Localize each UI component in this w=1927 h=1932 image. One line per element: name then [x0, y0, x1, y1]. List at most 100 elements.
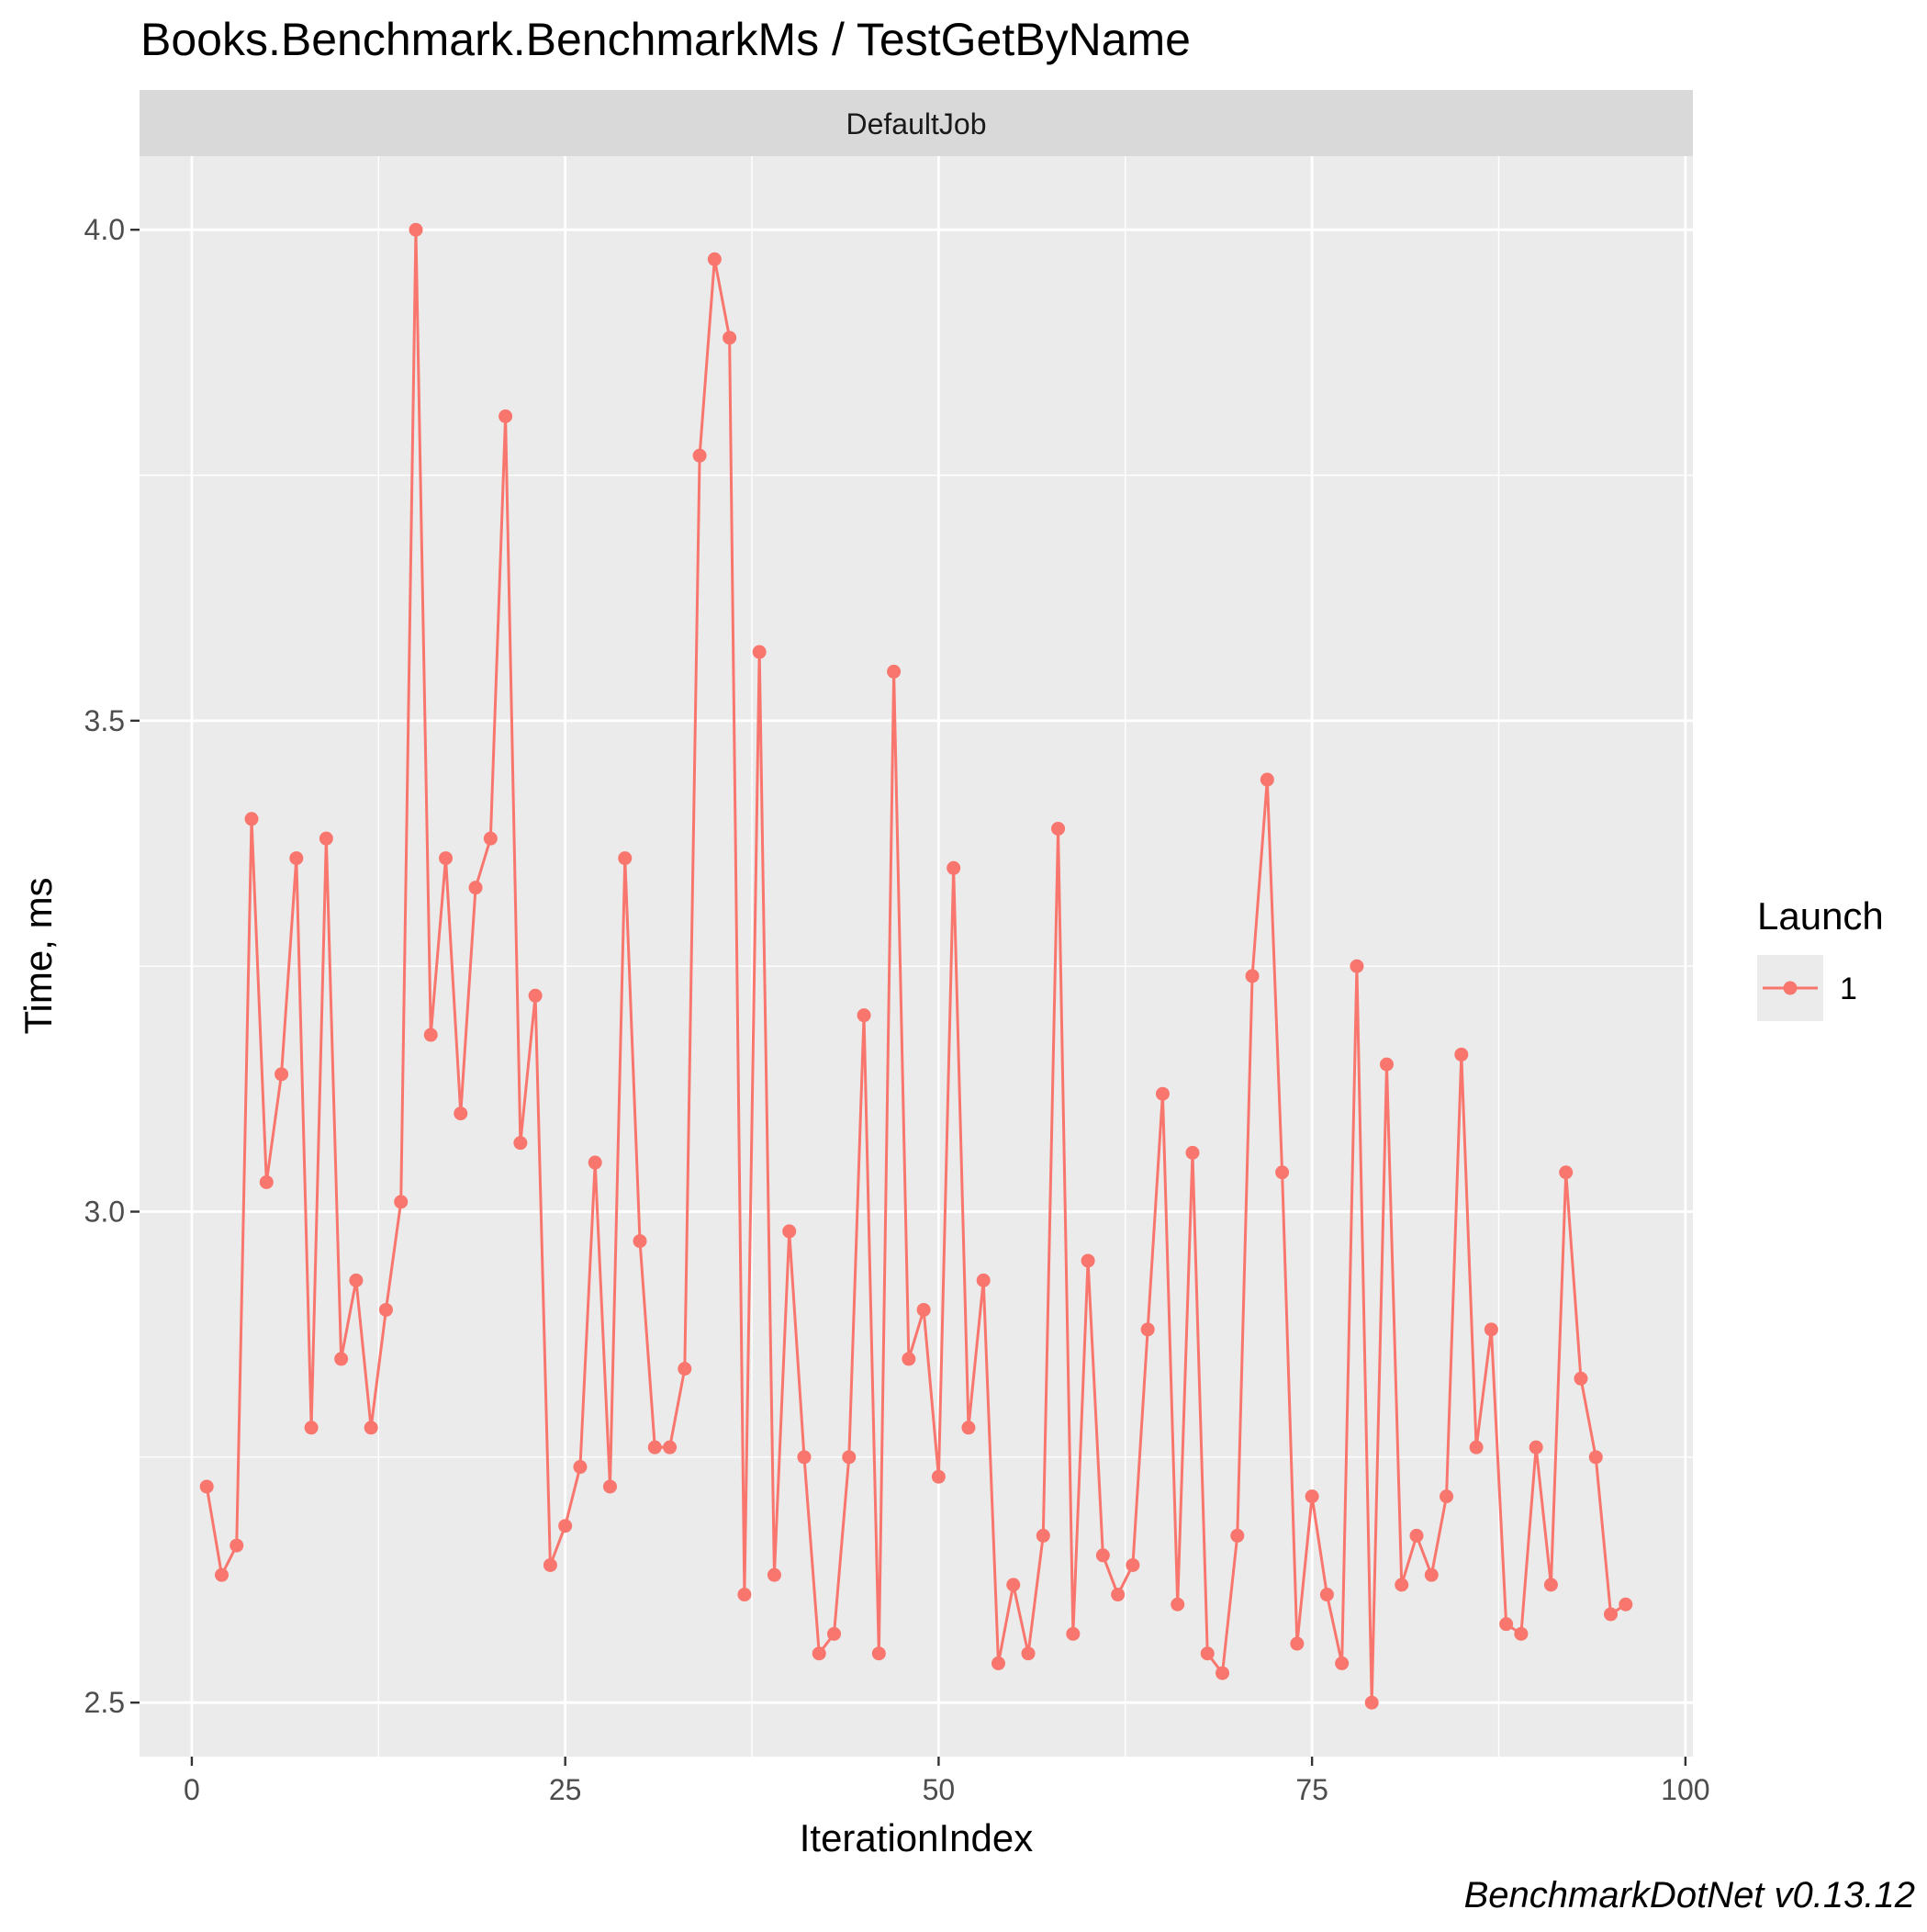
data-point [468, 881, 483, 895]
data-point [1066, 1626, 1081, 1641]
data-point [782, 1224, 797, 1239]
data-point [1275, 1165, 1290, 1180]
data-point [1543, 1578, 1558, 1592]
data-point [558, 1519, 573, 1533]
data-point [1559, 1165, 1574, 1180]
data-point [797, 1450, 812, 1465]
data-point [483, 831, 498, 846]
data-point [378, 1302, 393, 1317]
series-line [205, 228, 1627, 1704]
data-point [334, 1352, 349, 1366]
series-layer [199, 222, 1633, 1710]
data-point [827, 1626, 842, 1641]
data-point [1290, 1636, 1305, 1651]
data-point [423, 1028, 438, 1042]
data-point [573, 1460, 588, 1475]
data-point [887, 664, 902, 679]
data-point [1260, 772, 1274, 787]
data-point [588, 1155, 602, 1170]
data-point [961, 1421, 976, 1435]
data-point [1305, 1489, 1319, 1504]
data-point [1440, 1489, 1454, 1504]
facet-strip [140, 90, 1693, 156]
data-point [752, 645, 767, 659]
data-point [394, 1195, 409, 1209]
data-point [1514, 1626, 1529, 1641]
x-tick-label: 75 [1295, 1773, 1328, 1806]
legend-key-point [1783, 981, 1798, 995]
data-point [439, 851, 454, 866]
data-point [1200, 1646, 1215, 1661]
chart-title: Books.Benchmark.BenchmarkMs / TestGetByN… [140, 14, 1191, 65]
data-point [1185, 1145, 1200, 1160]
data-point [618, 851, 633, 866]
data-point [230, 1538, 244, 1553]
data-point [244, 812, 259, 826]
data-point [1529, 1440, 1543, 1455]
data-point [767, 1567, 781, 1582]
data-point [902, 1352, 916, 1366]
x-tick-label: 0 [184, 1773, 200, 1806]
data-point [871, 1646, 886, 1661]
data-point [976, 1273, 991, 1287]
data-point [1499, 1617, 1514, 1632]
data-point [857, 1008, 871, 1023]
data-point [1111, 1588, 1126, 1602]
data-point [1319, 1588, 1334, 1602]
data-point [1021, 1646, 1036, 1661]
data-point [947, 860, 961, 875]
data-point [1081, 1253, 1095, 1268]
data-point [1230, 1528, 1245, 1543]
data-point [1350, 959, 1364, 973]
y-tick-label: 2.5 [84, 1686, 125, 1719]
plot-panel [140, 156, 1693, 1757]
data-point [543, 1557, 557, 1572]
legend-item-label: 1 [1840, 972, 1857, 1006]
data-point [931, 1469, 946, 1484]
data-point [1409, 1528, 1424, 1543]
data-point [304, 1421, 319, 1435]
data-point [737, 1588, 752, 1602]
x-axis-title: IterationIndex [800, 1816, 1034, 1859]
data-point [678, 1362, 692, 1376]
data-point [1454, 1047, 1469, 1061]
data-point [602, 1479, 617, 1494]
data-point [274, 1067, 289, 1082]
data-point [707, 252, 722, 266]
data-point [1335, 1656, 1350, 1670]
data-point [1588, 1450, 1603, 1465]
data-point [1006, 1578, 1021, 1592]
legend-title: Launch [1757, 894, 1884, 938]
data-point [499, 409, 513, 423]
data-point [1051, 821, 1066, 836]
data-point [1036, 1528, 1050, 1543]
data-point [916, 1302, 931, 1317]
data-point [513, 1136, 528, 1151]
data-point [1216, 1666, 1230, 1680]
x-tick-label: 25 [549, 1773, 582, 1806]
data-point [1604, 1607, 1619, 1622]
data-point [1574, 1371, 1588, 1386]
data-point [1379, 1057, 1394, 1072]
data-point [1469, 1440, 1484, 1455]
data-point [199, 1479, 214, 1494]
data-point [1155, 1086, 1170, 1101]
y-tick-label: 3.5 [84, 704, 125, 737]
data-point [1619, 1597, 1633, 1612]
data-point [723, 331, 737, 345]
data-point [692, 448, 707, 463]
data-point [1126, 1557, 1140, 1572]
data-point [1424, 1567, 1439, 1582]
data-point [663, 1440, 678, 1455]
data-point [364, 1421, 378, 1435]
footer-credit: BenchmarkDotNet v0.13.12 [1464, 1875, 1915, 1915]
data-point [289, 851, 304, 866]
data-point [1395, 1578, 1409, 1592]
data-point [454, 1106, 468, 1121]
data-point [214, 1567, 229, 1582]
data-point [1364, 1695, 1379, 1710]
data-point [842, 1450, 857, 1465]
data-point [528, 988, 543, 1003]
